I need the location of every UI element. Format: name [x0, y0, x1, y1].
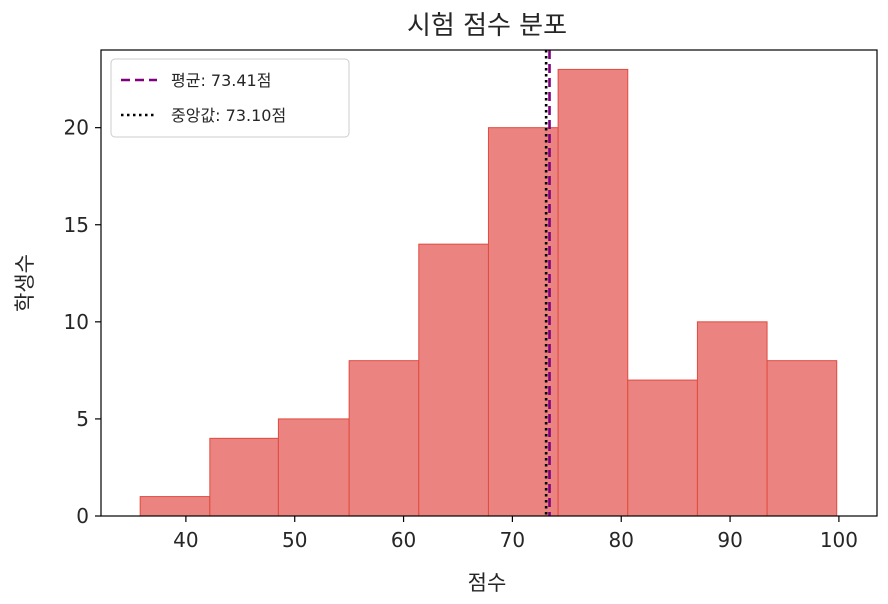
y-tick-label: 0 [76, 504, 89, 528]
histogram-bar [487, 127, 559, 517]
histogram-bar [696, 321, 768, 517]
histogram-bar [348, 360, 420, 517]
y-axis-ticks: 0 5 10 15 20 [64, 116, 101, 528]
y-tick-label: 5 [76, 407, 89, 431]
legend-label: 평균: 73.41점 [171, 71, 271, 90]
x-axis-label: 점수 [468, 571, 507, 595]
histogram-bar [418, 243, 489, 517]
y-axis-label: 학생수 [13, 254, 37, 312]
legend-box [110, 58, 350, 138]
y-tick-label: 15 [64, 213, 89, 237]
x-axis-ticks: 40 50 60 70 80 90 100 [173, 516, 858, 552]
histogram-bar [557, 68, 629, 517]
histogram-bar [277, 418, 350, 517]
x-tick-label: 90 [717, 528, 742, 552]
reference-lines-group [544, 50, 551, 516]
plot-frame [100, 49, 878, 517]
y-tick-label: 10 [64, 310, 89, 334]
histogram-bar [766, 360, 838, 517]
y-tick-label: 20 [64, 116, 89, 140]
histogram-bar [209, 437, 279, 517]
histogram-bar [139, 496, 211, 517]
histogram-bar [627, 379, 698, 517]
chart-title: 시험 점수 분포 [407, 11, 567, 41]
x-tick-label: 50 [282, 528, 307, 552]
x-tick-label: 80 [609, 528, 634, 552]
x-tick-label: 70 [500, 528, 525, 552]
x-tick-label: 40 [173, 528, 198, 552]
legend-label: 중앙값: 73.10점 [171, 106, 286, 125]
x-tick-label: 60 [391, 528, 416, 552]
x-tick-label: 100 [820, 528, 858, 552]
